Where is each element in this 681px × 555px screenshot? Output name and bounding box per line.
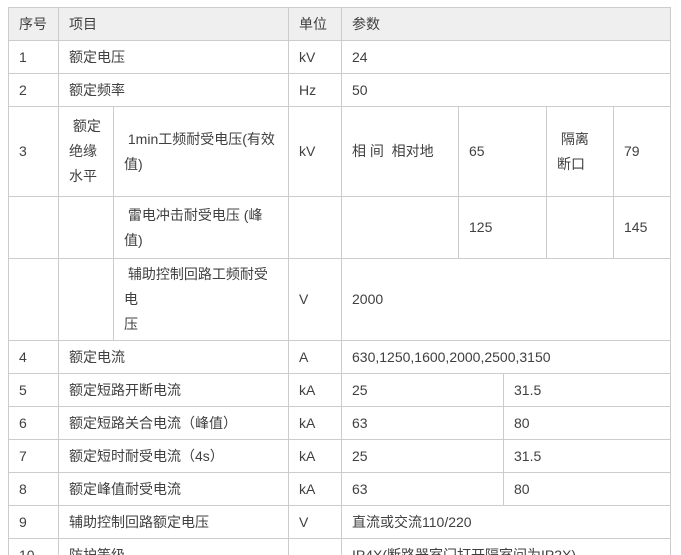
item-cell: 额定短路关合电流（峰值） — [58, 406, 289, 440]
item-cell: 额定电压 — [58, 40, 289, 74]
param-sub-cell: 25 — [341, 439, 504, 473]
table-row-2: 2 额定频率 Hz 50 — [8, 73, 672, 107]
no-cell: 3 — [8, 106, 59, 197]
item-sub-cell: 1min工频耐受电压(有效 值) — [113, 106, 289, 197]
unit-cell: V — [288, 505, 342, 539]
item-cell: 额定短路开断电流 — [58, 373, 289, 407]
table-row-10: 10 防护等级 IP4X(断路器室门打开隔室间为IP2X) — [8, 538, 672, 555]
item-group-cell — [58, 196, 114, 259]
no-cell: 7 — [8, 439, 59, 473]
param-sub-cell: 80 — [502, 472, 672, 506]
table-row-3: 3 额定 绝缘 水平 1min工频耐受电压(有效 值) kV 相 间 相对地 6… — [8, 106, 672, 197]
table-row-7: 7 额定短时耐受电流（4s） kA 25 31.5 — [8, 439, 672, 473]
header-row: 序号 项目 单位 参数 — [8, 7, 672, 41]
no-cell: 10 — [8, 538, 59, 555]
table-row-6: 6 额定短路关合电流（峰值） kA 63 80 — [8, 406, 672, 440]
item-cell: 防护等级 — [58, 538, 289, 555]
unit-cell — [288, 196, 342, 259]
no-cell: 8 — [8, 472, 59, 506]
param-sub-cell: 80 — [502, 406, 672, 440]
header-unit: 单位 — [288, 7, 342, 41]
item-cell: 辅助控制回路额定电压 — [58, 505, 289, 539]
param-sub-cell: 63 — [341, 406, 504, 440]
param-cell: 630,1250,1600,2000,2500,3150 — [340, 340, 672, 374]
unit-cell: Hz — [288, 73, 342, 107]
param-sub-cell: 相 间 相对地 — [341, 106, 459, 197]
item-cell: 额定电流 — [58, 340, 289, 374]
item-group-cell: 额定 绝缘 水平 — [58, 106, 114, 197]
param-sub-cell: 79 — [612, 106, 672, 197]
param-sub-cell: 145 — [612, 196, 672, 259]
param-cell: 24 — [340, 40, 672, 74]
param-cell: 2000 — [340, 258, 672, 341]
header-item: 项目 — [58, 7, 289, 41]
unit-cell: kA — [288, 472, 342, 506]
spec-table: 序号 项目 单位 参数 1 额定电压 kV 24 2 额定频率 Hz 50 3 … — [8, 7, 672, 555]
param-sub-cell: 125 — [458, 196, 547, 259]
param-sub-cell — [546, 196, 614, 259]
unit-cell: V — [288, 258, 342, 341]
no-cell: 1 — [8, 40, 59, 74]
item-sub-cell: 辅助控制回路工频耐受电 压 — [113, 258, 289, 341]
item-cell: 额定短时耐受电流（4s） — [58, 439, 289, 473]
unit-cell: A — [288, 340, 342, 374]
no-cell: 2 — [8, 73, 59, 107]
param-sub-cell — [341, 196, 459, 259]
item-cell: 额定频率 — [58, 73, 289, 107]
unit-cell: kA — [288, 439, 342, 473]
table-row-9: 9 辅助控制回路额定电压 V 直流或交流110/220 — [8, 505, 672, 539]
no-cell: 5 — [8, 373, 59, 407]
param-cell: IP4X(断路器室门打开隔室间为IP2X) — [340, 538, 672, 555]
no-cell: 4 — [8, 340, 59, 374]
no-cell — [8, 258, 59, 341]
table-row-3b: 雷电冲击耐受电压 (峰 值) 125 145 — [8, 196, 672, 259]
param-sub-cell: 31.5 — [502, 373, 672, 407]
table-row-5: 5 额定短路开断电流 kA 25 31.5 — [8, 373, 672, 407]
no-cell: 6 — [8, 406, 59, 440]
table-row-1: 1 额定电压 kV 24 — [8, 40, 672, 74]
param-sub-cell: 25 — [341, 373, 504, 407]
header-no: 序号 — [8, 7, 59, 41]
header-param: 参数 — [340, 7, 672, 41]
param-cell: 50 — [340, 73, 672, 107]
item-group-cell — [58, 258, 114, 341]
unit-cell — [288, 538, 342, 555]
unit-cell: kV — [288, 40, 342, 74]
unit-cell: kV — [288, 106, 342, 197]
unit-cell: kA — [288, 373, 342, 407]
table-row-8: 8 额定峰值耐受电流 kA 63 80 — [8, 472, 672, 506]
no-cell — [8, 196, 59, 259]
item-cell: 额定峰值耐受电流 — [58, 472, 289, 506]
param-sub-cell: 63 — [341, 472, 504, 506]
no-cell: 9 — [8, 505, 59, 539]
param-sub-cell: 31.5 — [502, 439, 672, 473]
param-sub-cell: 65 — [458, 106, 547, 197]
table-row-3c: 辅助控制回路工频耐受电 压 V 2000 — [8, 258, 672, 341]
table-row-4: 4 额定电流 A 630,1250,1600,2000,2500,3150 — [8, 340, 672, 374]
unit-cell: kA — [288, 406, 342, 440]
item-sub-cell: 雷电冲击耐受电压 (峰 值) — [113, 196, 289, 259]
param-sub-cell: 隔离 断口 — [546, 106, 614, 197]
param-cell: 直流或交流110/220 — [340, 505, 672, 539]
